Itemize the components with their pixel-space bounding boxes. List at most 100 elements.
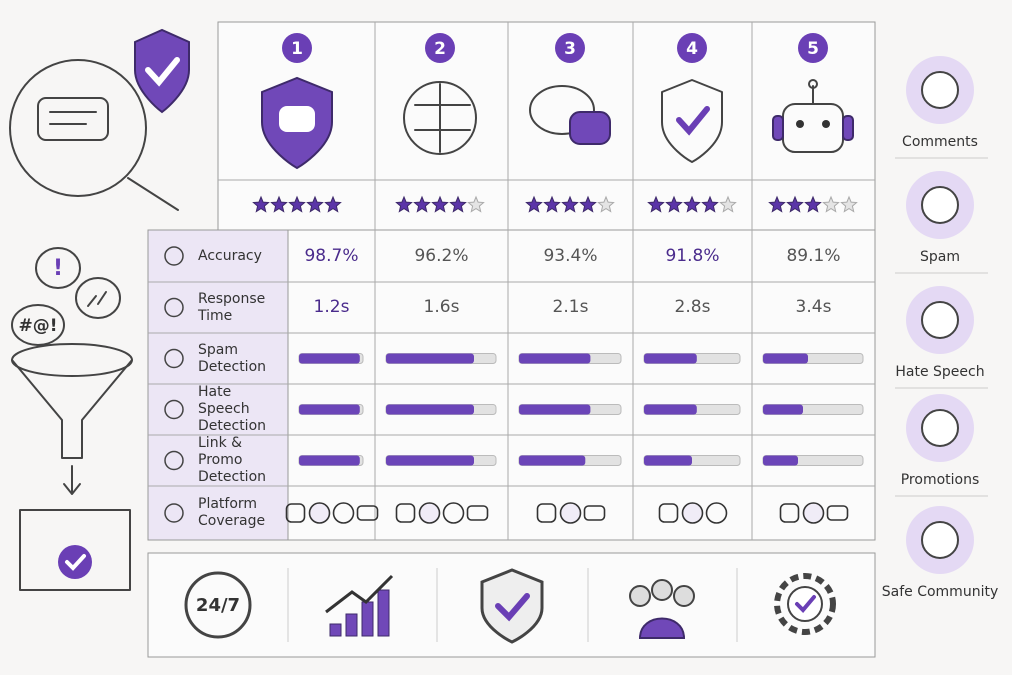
icon-part — [772, 115, 784, 141]
score-bar — [644, 404, 697, 415]
icon-part — [63, 465, 81, 495]
star — [701, 195, 719, 213]
gear-icon — [774, 573, 836, 635]
category-label: Promotions — [901, 472, 980, 488]
icon-part — [134, 28, 190, 114]
star — [306, 195, 324, 213]
icon-part — [822, 120, 830, 128]
people-icon-body — [638, 617, 686, 639]
star — [665, 195, 683, 213]
score-bar — [763, 404, 803, 415]
icon-part — [279, 106, 315, 132]
shield-icon — [480, 568, 544, 644]
row-label: Platform Coverage — [198, 496, 266, 529]
icon-part — [9, 59, 147, 197]
score-bar — [644, 455, 692, 466]
magnifier-illustration — [9, 28, 190, 211]
growth-icon-bar — [361, 601, 374, 637]
star — [786, 195, 804, 213]
platform-icon — [285, 503, 306, 523]
profanity-symbol: #@! — [19, 316, 58, 336]
row-label: Hate Speech Detection — [198, 384, 267, 434]
icon-part — [37, 97, 109, 141]
row-icon — [164, 399, 184, 420]
platform-icon — [583, 505, 606, 521]
icon-part — [661, 79, 723, 163]
star — [270, 195, 288, 213]
score-bar — [386, 404, 474, 415]
star — [395, 195, 413, 213]
gear-check — [795, 595, 816, 613]
category-icon — [921, 71, 959, 109]
score-bar — [519, 455, 586, 466]
row-label: Response Time — [198, 290, 266, 324]
response-time-value: 1.6s — [424, 297, 460, 317]
platform-icon — [826, 505, 849, 521]
icon-part — [11, 343, 133, 377]
platform-icon — [536, 503, 557, 523]
icon-part — [414, 83, 471, 153]
platform-icon — [356, 505, 379, 521]
rank-badge — [555, 33, 585, 63]
rank-number: 5 — [807, 39, 819, 59]
star — [324, 195, 342, 213]
star — [579, 195, 597, 213]
star — [647, 195, 665, 213]
icon-part — [796, 120, 804, 128]
header-icons — [261, 76, 854, 170]
platform-icon — [658, 503, 679, 523]
star — [597, 195, 615, 213]
row-label: Link & Promo Detection — [198, 435, 267, 485]
accuracy-value: 93.4% — [543, 246, 597, 266]
growth-icon-bar — [329, 623, 342, 637]
star — [768, 195, 786, 213]
star — [561, 195, 579, 213]
score-bar — [299, 455, 360, 466]
platform-icon — [466, 505, 489, 521]
star — [525, 195, 543, 213]
rank-number: 2 — [434, 39, 446, 59]
response-time-value: 3.4s — [796, 297, 832, 317]
score-bar — [519, 404, 591, 415]
platform-icon — [308, 502, 331, 524]
funnel-illustration — [11, 247, 133, 591]
row-icon — [164, 503, 184, 523]
rank-badge — [425, 33, 455, 63]
icon-part — [11, 304, 65, 346]
icon-part — [127, 177, 179, 211]
shield-check — [495, 593, 530, 622]
icon-part — [35, 247, 81, 289]
platform-icon — [779, 503, 800, 523]
icon-part — [145, 57, 180, 87]
platform-icon — [705, 502, 728, 524]
accuracy-value: 89.1% — [786, 246, 840, 266]
platform-icon — [802, 502, 825, 524]
rank-number: 3 — [564, 39, 576, 59]
rank-number: 1 — [291, 39, 303, 59]
category-icon — [921, 409, 959, 447]
icon-part — [11, 359, 133, 459]
growth-icon-bar — [377, 589, 390, 637]
row-label: Accuracy — [198, 247, 262, 264]
score-bar — [386, 353, 474, 364]
accuracy-value: 96.2% — [414, 246, 468, 266]
category-label: Spam — [920, 249, 960, 265]
icon-part — [58, 545, 92, 579]
icon-part — [403, 81, 477, 155]
icon-part — [75, 277, 121, 319]
category-label: Safe Community — [882, 584, 998, 600]
data-panel — [287, 229, 876, 541]
score-bar — [299, 404, 360, 415]
clock-icon — [184, 571, 252, 639]
icon-part — [569, 111, 611, 145]
category-label: Hate Speech — [895, 364, 984, 380]
score-bar — [519, 353, 591, 364]
platform-icon — [395, 503, 416, 523]
star — [543, 195, 561, 213]
platform-icon — [442, 502, 465, 524]
icon-part — [529, 85, 595, 135]
score-bar — [763, 455, 798, 466]
icon-part — [87, 291, 107, 307]
response-time-value: 1.2s — [314, 297, 350, 317]
